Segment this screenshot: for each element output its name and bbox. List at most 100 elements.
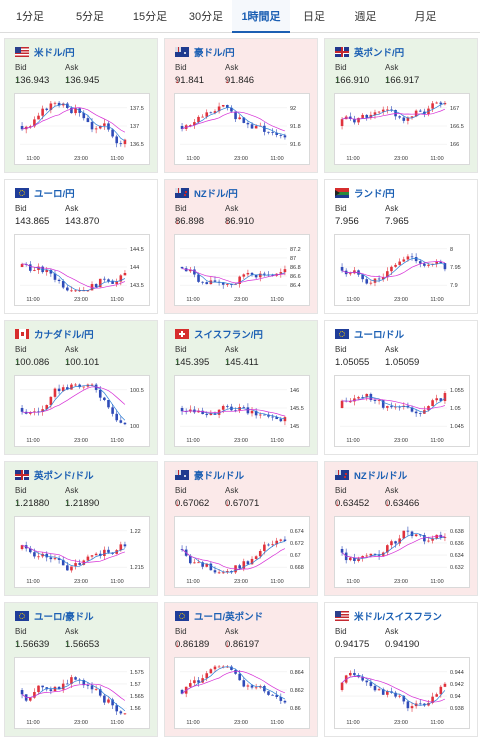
- ask-price: ↓ 91.846: [225, 75, 255, 86]
- candle-body: [180, 408, 184, 412]
- mini-candlestick-chart[interactable]: 0.944 0.942 0.94 0.938 11:00 23:00 11:00: [334, 657, 470, 729]
- candle-body: [353, 557, 356, 562]
- rate-card[interactable]: NZドル/円 Bid Ask ↓ 86.898 ↓ 86.910 87.2 87 86.8 86.6…: [164, 179, 318, 314]
- mini-candlestick-chart[interactable]: 0.864 0.862 0.86 11:00 23:00 11:00: [174, 657, 310, 729]
- candle-body: [123, 713, 127, 715]
- pair-name-link[interactable]: NZドル/ドル: [354, 471, 408, 482]
- candle-body: [119, 711, 123, 714]
- candle-body: [386, 406, 389, 408]
- eu-flag-icon: [175, 611, 189, 621]
- candle-body: [361, 677, 364, 681]
- candle-body: [123, 422, 127, 425]
- tab-monthly[interactable]: 月足: [414, 11, 437, 23]
- tab-1hour[interactable]: 1時間足: [232, 0, 290, 33]
- candle-body: [398, 695, 401, 697]
- mini-candlestick-chart[interactable]: 146 145.5 145 11:00 23:00 11:00: [174, 375, 310, 447]
- rate-card[interactable]: ユーロ/円 Bid Ask 143.865 143.870 144.5 144 143.5 11…: [4, 179, 158, 314]
- candle-body: [193, 562, 196, 564]
- rate-card[interactable]: スイスフラン/円 Bid Ask ↑ 145.395 ↑ 145.411 146 145.5 14…: [164, 320, 318, 455]
- pair-name-link[interactable]: ユーロ/円: [34, 189, 75, 200]
- y-tick-label: 91.8: [290, 124, 301, 130]
- mini-candlestick-chart[interactable]: 0.674 0.672 0.67 0.668 11:00 23:00 11:00: [174, 516, 310, 588]
- ask-price: ↑ 1.56653: [65, 639, 100, 650]
- candle-body: [279, 539, 283, 541]
- pair-name-link[interactable]: ユーロ/ドル: [354, 330, 405, 341]
- mini-candlestick-chart[interactable]: 1.575 1.57 1.565 1.56 11:00 23:00 11:00: [14, 657, 150, 729]
- mini-candlestick-chart[interactable]: 100.5 100 11:00 23:00 11:00: [14, 375, 150, 447]
- candle-body: [74, 677, 77, 680]
- pair-name-link[interactable]: 米ドル/スイスフラン: [354, 612, 442, 623]
- y-tick-label: 143.5: [130, 283, 144, 289]
- bid-label: Bid: [175, 63, 187, 72]
- x-tick-label: 23:00: [394, 156, 408, 162]
- pair-name-link[interactable]: ユーロ/豪ドル: [34, 612, 94, 623]
- rate-card[interactable]: 英ポンド/円 Bid Ask ↑ 166.910 ↑ 166.917 167 166.5 166 1…: [324, 38, 478, 173]
- candle-body: [418, 110, 422, 112]
- candle-body: [373, 553, 377, 555]
- mini-candlestick-chart[interactable]: 1.055 1.05 1.045 11:00 23:00 11:00: [334, 375, 470, 447]
- mini-candlestick-chart[interactable]: 144.5 144 143.5 11:00 23:00 11:00: [14, 234, 150, 306]
- rate-card[interactable]: ユーロ/豪ドル Bid Ask ↑ 1.56639 ↑ 1.56653 1.575 1.57 1.…: [4, 602, 158, 737]
- candle-body: [439, 261, 443, 264]
- rate-card[interactable]: ユーロ/ドル Bid Ask 1.05055 1.05059 1.055 1.05 1.045…: [324, 320, 478, 455]
- pair-name-link[interactable]: 英ポンド/円: [354, 48, 405, 59]
- tab-15min[interactable]: 15分足: [132, 11, 168, 23]
- x-tick-label: 11:00: [346, 297, 359, 303]
- x-tick-label: 11:00: [430, 156, 443, 162]
- rate-card[interactable]: 米ドル/スイスフラン Bid Ask 0.94175 0.94190 0.944 0.942…: [324, 602, 478, 737]
- ask-price: 143.870: [65, 216, 100, 227]
- rate-card[interactable]: ランド/円 Bid Ask 7.956 7.965 8 7.95 7.9 11:00 23:00 1…: [324, 179, 478, 314]
- candle-body: [123, 139, 127, 144]
- pair-name-link[interactable]: 豪ドル/ドル: [194, 471, 245, 482]
- candle-body: [41, 108, 44, 116]
- candle-body: [188, 269, 192, 272]
- tab-weekly[interactable]: 週足: [354, 11, 377, 23]
- pair-name-link[interactable]: 米ドル/円: [34, 48, 75, 59]
- mini-candlestick-chart[interactable]: 8 7.95 7.9 11:00 23:00 11:00: [334, 234, 470, 306]
- mini-candlestick-chart[interactable]: 92 91.8 91.6 11:00 23:00 11:00: [174, 93, 310, 165]
- rate-card[interactable]: カナダドル/円 Bid Ask ↑ 100.086 ↑ 100.101 100.5 100 11:…: [4, 320, 158, 455]
- rate-card[interactable]: 英ポンド/ドル Bid Ask ↑ 1.21880 ↑ 1.21890 1.22 1.215 11…: [4, 461, 158, 596]
- mini-candlestick-chart[interactable]: 137.5 137 136.5 11:00 23:00 11:00: [14, 93, 150, 165]
- rate-card[interactable]: NZドル/ドル Bid Ask ↓ 0.63452 ↓ 0.63466 0.638 0.636 0…: [324, 461, 478, 596]
- candle-body: [221, 405, 225, 410]
- candle-body: [98, 278, 102, 288]
- tab-daily[interactable]: 日足: [303, 11, 325, 23]
- bid-label: Bid: [15, 63, 27, 72]
- candle-body: [234, 669, 237, 674]
- pair-name-link[interactable]: NZドル/円: [194, 189, 238, 200]
- pair-name-link[interactable]: スイスフラン/円: [194, 330, 263, 341]
- pair-name-link[interactable]: カナダドル/円: [34, 330, 94, 341]
- mini-candlestick-chart[interactable]: 1.22 1.215 11:00 23:00 11:00: [14, 516, 150, 588]
- rate-card[interactable]: 豪ドル/円 Bid Ask ↓ 91.841 ↓ 91.846 92 91.8 91.6 11:00…: [164, 38, 318, 173]
- pair-name-link[interactable]: ユーロ/英ポンド: [194, 612, 264, 623]
- mini-candlestick-chart[interactable]: 0.638 0.636 0.634 0.632 11:00 23:00 11:00: [334, 516, 470, 588]
- x-tick-label: 11:00: [110, 438, 123, 444]
- candlestick-svg: 0.638 0.636 0.634 0.632 11:00 23:00 11:00: [340, 526, 464, 585]
- candle-body: [115, 281, 119, 284]
- rate-card[interactable]: 米ドル/円 Bid Ask ↑ 136.943 ↑ 136.945 137.5 137 136.5…: [4, 38, 158, 173]
- mini-candlestick-chart[interactable]: 87.2 87 86.8 86.6 86.4 11:00 23:00 11:00: [174, 234, 310, 306]
- candle-body: [98, 125, 102, 129]
- tab-30min[interactable]: 30分足: [188, 11, 224, 23]
- pair-name-link[interactable]: 豪ドル/円: [194, 48, 235, 59]
- x-tick-label: 11:00: [346, 720, 359, 726]
- mini-candlestick-chart[interactable]: 167 166.5 166 11:00 23:00 11:00: [334, 93, 470, 165]
- candle-body: [386, 271, 389, 278]
- pair-name-link[interactable]: ランド/円: [354, 189, 395, 200]
- za-flag-icon: [335, 188, 349, 198]
- rate-card[interactable]: ユーロ/英ポンド Bid Ask ↓ 0.86189 ↓ 0.86197 0.864 0.862…: [164, 602, 318, 737]
- tab-1min[interactable]: 1分足: [15, 11, 45, 23]
- pair-name-link[interactable]: 英ポンド/ドル: [34, 471, 94, 482]
- y-tick-label: 145: [290, 424, 299, 430]
- rate-card[interactable]: 豪ドル/ドル Bid Ask ↓ 0.67062 ↓ 0.67071 0.674 0.672 0.…: [164, 461, 318, 596]
- bid-label: Bid: [15, 486, 27, 495]
- x-tick-label: 23:00: [74, 579, 88, 585]
- x-tick-label: 11:00: [346, 438, 359, 444]
- candle-body: [263, 544, 266, 551]
- ask-price: ↑ 136.945: [65, 75, 100, 86]
- candle-body: [205, 282, 209, 285]
- candle-body: [74, 563, 77, 567]
- tab-5min[interactable]: 5分足: [75, 11, 105, 23]
- candle-body: [267, 544, 270, 546]
